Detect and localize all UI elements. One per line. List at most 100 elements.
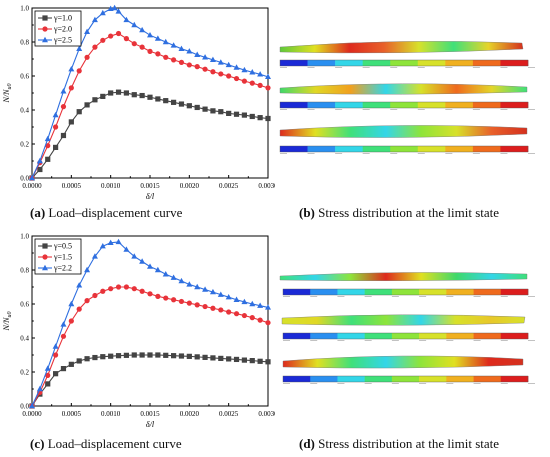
stress-d-colorbar-cell <box>391 289 420 295</box>
chart-c-data-point <box>45 372 51 378</box>
chart-c-data-point <box>249 315 255 321</box>
chart-c-ytick-label: 0.2 <box>20 369 29 377</box>
chart-c-data-point <box>76 282 83 288</box>
chart-c-data-point <box>60 366 67 372</box>
chart-a-data-point <box>155 96 161 102</box>
chart-c-data-point <box>108 353 114 359</box>
stress-b-colorbar-3 <box>279 145 535 154</box>
chart-c-data-point <box>84 298 90 304</box>
chart-c-data-point <box>115 353 122 359</box>
chart-a-data-point <box>249 69 256 75</box>
chart-a-data-point <box>108 33 114 39</box>
chart-c-data-point <box>225 294 232 300</box>
stress-b-colorbar-cell <box>445 146 474 152</box>
chart-c-series-1 <box>29 352 271 409</box>
chart-a-data-point <box>171 99 177 105</box>
chart-c-series-2 <box>29 284 271 409</box>
chart-c-xtick-label: 0.0010 <box>101 410 121 418</box>
chart-c-data-point <box>241 312 247 319</box>
chart-c-data-point <box>29 402 35 409</box>
chart-c-data-point <box>209 288 216 295</box>
chart-a-data-point <box>226 110 232 116</box>
stress-b-colorbar-cell <box>307 60 336 66</box>
chart-c-data-point <box>226 356 232 362</box>
chart-c-data-point <box>218 307 224 313</box>
stress-d-colorbar-cell <box>446 289 474 295</box>
chart-c-data-point <box>202 354 208 360</box>
stress-b-colorbar-1 <box>279 59 535 68</box>
chart-a-data-point <box>139 44 145 50</box>
chart-a-data-point <box>217 59 224 65</box>
chart-a: 0.0000 0.0005 0.0010 0.0015 0.0020 0.0025 0.00… <box>2 4 278 202</box>
chart-a-data-point <box>202 106 208 112</box>
chart-c-data-point <box>233 356 240 363</box>
chart-a-data-point <box>123 16 130 23</box>
stress-panel-d <box>275 228 550 428</box>
chart-a-data-point <box>194 51 201 57</box>
chart-a-data-point <box>29 174 35 181</box>
stress-d-colorbar-3 <box>282 375 535 384</box>
chart-a-data-point <box>100 37 106 43</box>
chart-a-data-point <box>131 92 137 98</box>
chart-c-legend-marker <box>42 254 48 260</box>
stress-d-colorbar-cell <box>310 376 338 382</box>
chart-a-data-point <box>147 94 153 100</box>
chart-a-data-point <box>111 4 118 11</box>
chart-a-data-point <box>139 26 146 33</box>
chart-a-legend-marker <box>42 15 48 21</box>
chart-a-ytick-label: 0.0 <box>20 175 29 183</box>
caption-d-text: Stress distribution at the limit state <box>314 436 500 451</box>
chart-c-data-point <box>60 333 67 339</box>
stress-d-colorbar-cell <box>446 333 474 339</box>
chart-a-data-point <box>178 101 185 107</box>
chart-c-xtick-label: 0.0005 <box>62 410 82 418</box>
chart-c-data-point <box>123 246 130 252</box>
chart-c-data-point <box>233 296 240 302</box>
chart-c-ytick-label: 1.0 <box>20 233 29 241</box>
stress-b-colorbar-cell <box>445 60 474 66</box>
chart-a-data-point <box>84 102 90 108</box>
chart-a-xtick-label: 0.0025 <box>219 182 239 190</box>
chart-c-data-point <box>194 354 200 360</box>
chart-c-data-point <box>147 263 153 269</box>
stress-d-colorbar-cell <box>473 333 502 339</box>
chart-a-legend-label: γ=2.0 <box>53 25 72 34</box>
chart-c-ytick-label: 0.6 <box>20 301 29 309</box>
stress-image-b <box>279 41 535 154</box>
chart-a-data-point <box>233 64 240 70</box>
chart-c-ytick-label: 0.0 <box>20 403 29 411</box>
chart-c-data-point <box>92 354 98 361</box>
chart-a-ytick-label: 1.0 <box>20 5 29 13</box>
chart-c-data-point <box>265 359 271 365</box>
chart-c-data-point <box>68 300 75 307</box>
chart-a-data-point <box>218 109 224 115</box>
chart-c-data-point <box>218 355 224 361</box>
caption-d-label: (d) <box>299 436 315 451</box>
stress-b-colorbar-cell <box>472 102 501 108</box>
chart-c-legend-label: γ=2.2 <box>53 264 72 273</box>
chart-a-series-2 <box>29 30 271 181</box>
chart-a-data-point <box>84 54 90 60</box>
stress-d-colorbar-cell <box>337 333 365 339</box>
chart-a-data-point <box>241 112 247 118</box>
stress-b-member-3 <box>279 125 528 138</box>
chart-a-data-point <box>202 66 208 72</box>
stress-panel-b <box>275 0 550 200</box>
chart-c-data-point <box>60 321 67 327</box>
chart-c-data-point <box>92 292 98 299</box>
stress-d-colorbar-cell <box>419 376 447 382</box>
stress-b-colorbar-cell <box>417 102 446 108</box>
chart-a-data-point <box>68 119 74 125</box>
stress-d-member-1 <box>279 272 528 281</box>
stress-b-colorbar-cell <box>472 146 501 152</box>
chart-a-data-point <box>53 144 59 150</box>
chart-a-legend-label: γ=2.5 <box>53 36 72 45</box>
chart-c-xtick-label: 0.0015 <box>140 410 160 418</box>
chart-a-data-point <box>241 78 247 84</box>
stress-b-colorbar-cell <box>335 102 363 108</box>
chart-c-legend-marker <box>42 264 48 271</box>
chart-c-data-point <box>257 317 263 323</box>
chart-a-data-point <box>76 45 83 51</box>
chart-c-panel: 0.0000 0.0005 0.0010 0.0015 0.0020 0.0025 0.00… <box>0 228 278 430</box>
